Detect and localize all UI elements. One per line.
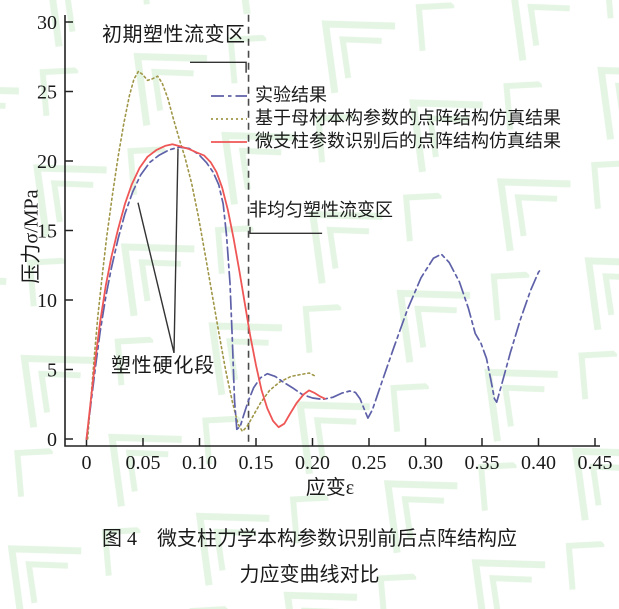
legend-line-base-material-simulation (211, 117, 247, 120)
figure-caption-line-2: 力应变曲线对比 (239, 564, 380, 586)
figure-caption: 图 4 微支柱力学本构参数识别前后点阵结构应 力应变曲线对比 (0, 528, 619, 587)
x-tick-label: 0.35 (465, 452, 500, 474)
figure-caption-line-1: 图 4 微支柱力学本构参数识别前后点阵结构应 (102, 528, 517, 550)
legend-item-experimental: 实验结果 (210, 84, 561, 107)
plastic-hardening-leader (173, 148, 179, 353)
initial-plastic-zone-leader (190, 61, 247, 73)
x-tick-label: 0.15 (239, 452, 274, 474)
legend-label-identified-parameter-simulation: 微支柱参数识别后的点阵结构仿真结果 (255, 131, 561, 152)
legend-item-base-material-simulation: 基于母材本构参数的点阵结构仿真结果 (210, 107, 561, 130)
series-identified-parameter-simulation (85, 143, 326, 440)
y-tick-label: 10 (37, 290, 57, 312)
legend-line-identified-parameter-simulation (211, 140, 247, 143)
axes-spines (64, 15, 600, 447)
x-tick-label: 0 (82, 452, 92, 474)
y-tick-label: 20 (37, 151, 57, 173)
legend: 实验结果 基于母材本构参数的点阵结构仿真结果 微支柱参数识别后的点阵结构仿真结果 (210, 84, 561, 153)
x-tick-label: 0.25 (352, 452, 387, 474)
x-tick-label: 0.10 (182, 452, 217, 474)
y-tick-label: 15 (37, 221, 57, 243)
y-tick-label: 25 (37, 82, 57, 104)
annotation-plastic-hardening-segment: 塑性硬化段 (111, 355, 215, 377)
x-axis-title: 应变ε (305, 477, 355, 499)
legend-line-experimental (211, 94, 247, 97)
legend-item-identified-parameter-simulation: 微支柱参数识别后的点阵结构仿真结果 (210, 130, 561, 153)
legend-label-base-material-simulation: 基于母材本构参数的点阵结构仿真结果 (255, 108, 561, 129)
x-tick-label: 0.40 (521, 452, 556, 474)
y-tick-label: 0 (47, 429, 57, 451)
legend-label-experimental: 实验结果 (255, 85, 327, 106)
y-axis-title: 压力σ/MPa (20, 189, 43, 284)
nonuniform-plastic-zone-leader (249, 227, 323, 235)
x-tick-label: 0.05 (126, 452, 161, 474)
y-tick-label: 30 (37, 12, 57, 34)
annotation-nonuniform-plastic-flow-zone: 非均匀塑性流变区 (249, 200, 393, 220)
x-tick-label: 0.20 (295, 452, 330, 474)
x-tick-label: 0.30 (408, 452, 443, 474)
series-experimental (85, 146, 543, 440)
x-tick-label: 0.45 (578, 452, 613, 474)
plastic-hardening-leader (137, 202, 175, 353)
series-base-material-simulation (86, 70, 317, 440)
y-tick-label: 5 (47, 360, 57, 382)
annotation-initial-plastic-flow-zone: 初期塑性流变区 (102, 24, 246, 46)
